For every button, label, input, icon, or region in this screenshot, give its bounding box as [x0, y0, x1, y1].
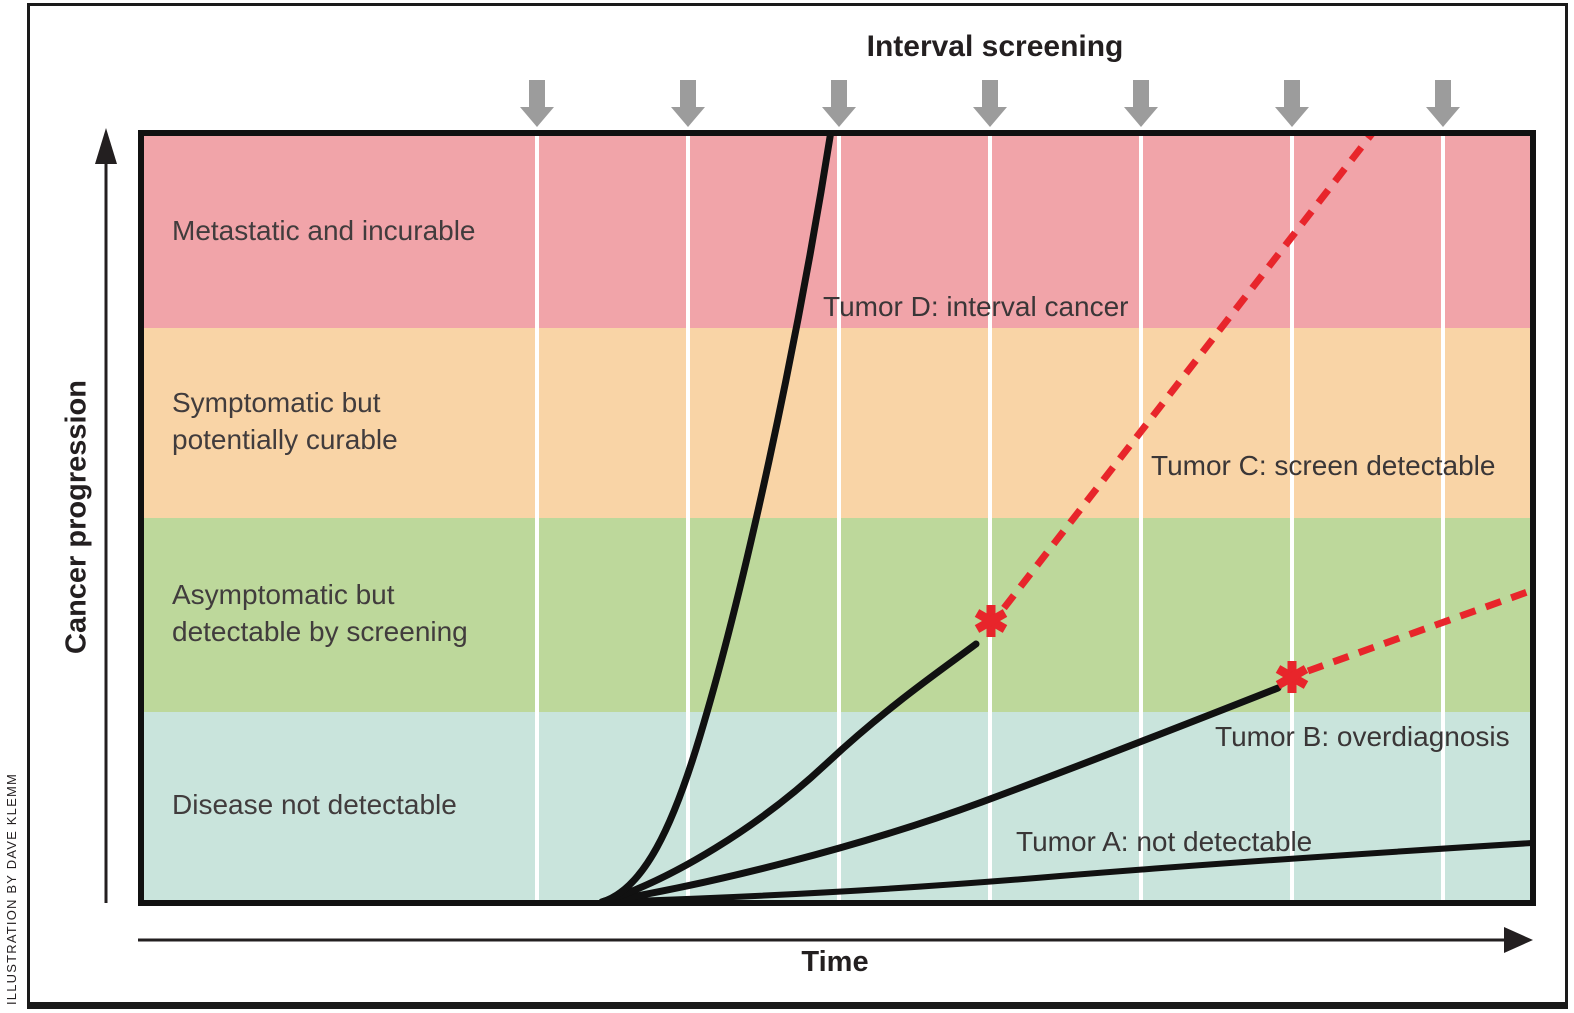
tumor-a-curve [599, 840, 1534, 905]
screening-lines-group [535, 132, 1445, 904]
screening-arrow-icon-5 [1124, 80, 1158, 127]
band-label-line: Symptomatic but [172, 387, 381, 418]
tumor-c-curve [598, 640, 980, 906]
tumor-d-curve [598, 130, 835, 906]
band-label-line: Asymptomatic but [172, 579, 395, 610]
tumor-curves-group [598, 130, 1534, 906]
band-label-line: Metastatic and incurable [172, 215, 476, 246]
band-label-symptomatic: Symptomatic but potentially curable [172, 384, 398, 458]
detection-asterisks-group [974, 605, 1309, 693]
band-label-line: detectable by screening [172, 616, 468, 647]
band-label-metastatic: Metastatic and incurable [172, 212, 476, 249]
band-label-line: potentially curable [172, 424, 398, 455]
detection-asterisk-b-icon [1275, 661, 1309, 693]
tumor-b-dashed-line [1306, 587, 1532, 675]
plot-frame [138, 130, 1536, 906]
x-axis-label: Time [801, 946, 869, 978]
tumor-b-label: Tumor B: overdiagnosis [1215, 721, 1510, 752]
band-label-line: Disease not detectable [172, 789, 457, 820]
detection-asterisk-c-icon [974, 605, 1008, 637]
figure-title: Interval screening [866, 30, 1124, 63]
screening-arrow-icon-4 [973, 80, 1007, 127]
screening-arrow-icon-6 [1275, 80, 1309, 127]
tumor-d-label: Tumor D: interval cancer [823, 291, 1129, 322]
tumor-b-curve [598, 684, 1282, 906]
x-axis-arrow [138, 927, 1533, 953]
tumor-a-label: Tumor A: not detectable [1016, 826, 1313, 857]
screening-arrow-icon-1 [520, 80, 554, 127]
band-label-disease-not-detectable: Disease not detectable [172, 786, 457, 823]
screening-arrow-icon-3 [822, 80, 856, 127]
tumor-c-label: Tumor C: screen detectable [1151, 450, 1496, 481]
screening-arrow-icon-2 [671, 80, 705, 127]
tumor-c-dashed-line [1001, 130, 1377, 611]
screening-arrows-group [520, 80, 1460, 127]
figure-border [27, 3, 1568, 1009]
screening-arrow-icon-7 [1426, 80, 1460, 127]
band-label-asymptomatic: Asymptomatic but detectable by screening [172, 576, 468, 650]
y-axis-arrow [95, 128, 117, 903]
